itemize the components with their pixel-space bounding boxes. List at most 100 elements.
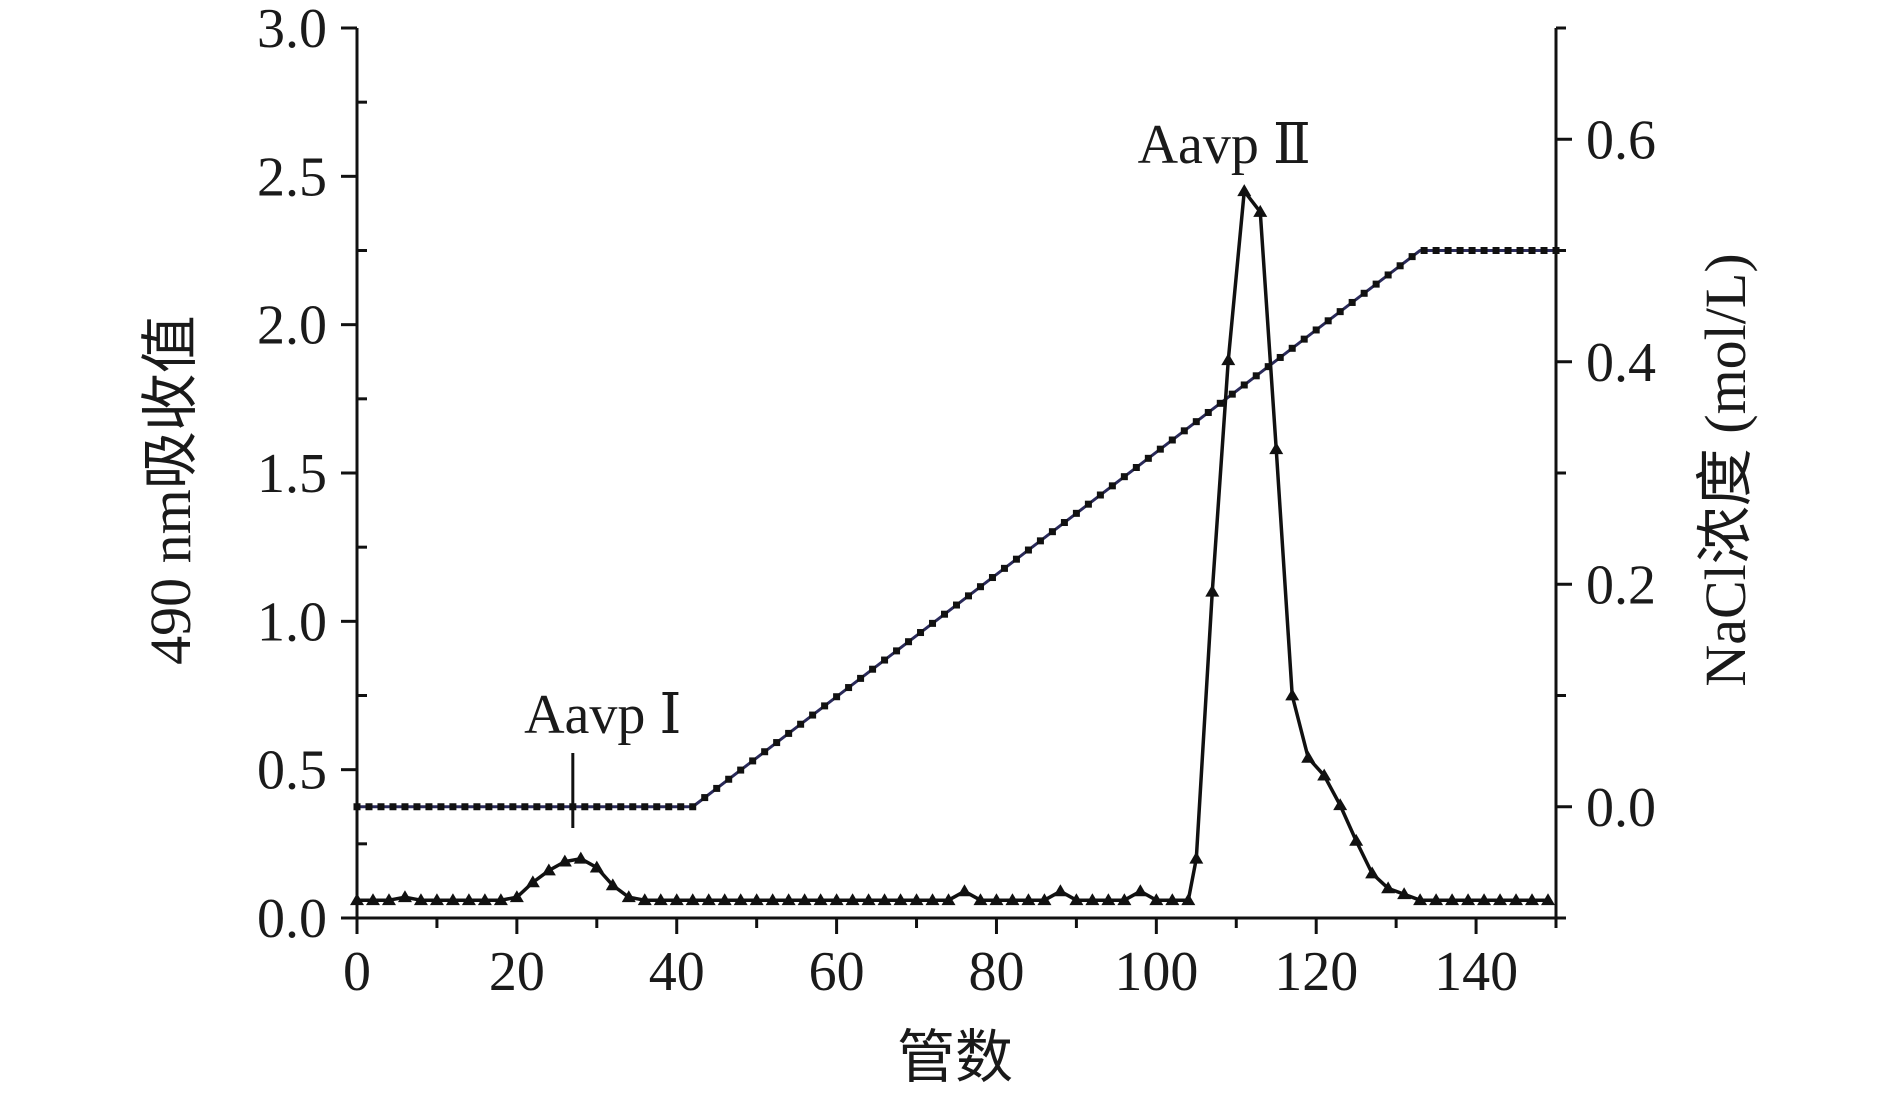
nacl-point <box>1492 247 1500 254</box>
nacl-point <box>1060 519 1068 527</box>
nacl-point <box>1384 271 1392 279</box>
absorbance-point <box>1205 584 1220 597</box>
nacl-point <box>533 803 541 811</box>
absorbance-point <box>1069 893 1084 906</box>
absorbance-point <box>957 884 972 897</box>
nacl-point <box>629 803 637 811</box>
absorbance-point <box>1349 833 1364 846</box>
absorbance-point <box>1365 866 1380 879</box>
nacl-point <box>1360 289 1368 297</box>
nacl-point <box>893 647 901 655</box>
x-tick-label: 0 <box>343 941 371 1003</box>
absorbance-point <box>589 860 604 873</box>
nacl-point <box>1300 335 1308 343</box>
absorbance-point <box>493 893 508 906</box>
nacl-point <box>1084 500 1092 508</box>
nacl-point <box>1480 247 1488 254</box>
nacl-point <box>1096 491 1104 499</box>
nacl-point <box>976 583 984 591</box>
nacl-point <box>821 702 829 710</box>
absorbance-point <box>733 893 748 906</box>
nacl-point <box>653 803 661 811</box>
nacl-point <box>1072 509 1080 517</box>
nacl-point <box>988 574 996 582</box>
nacl-point <box>1528 247 1536 254</box>
nacl-point <box>1288 344 1296 352</box>
absorbance-point <box>477 893 492 906</box>
nacl-point <box>605 803 613 811</box>
nacl-point <box>389 803 397 811</box>
absorbance-point <box>1397 887 1412 900</box>
nacl-point <box>497 803 505 811</box>
nacl-point <box>929 619 937 627</box>
x-tick-label: 120 <box>1274 941 1358 1003</box>
nacl-point <box>1276 353 1284 361</box>
absorbance-point <box>637 893 652 906</box>
nacl-point <box>1012 555 1020 563</box>
absorbance-point <box>1189 851 1204 864</box>
nacl-point <box>1324 317 1332 325</box>
absorbance-point <box>1541 893 1556 906</box>
x-tick-label: 100 <box>1114 941 1198 1003</box>
absorbance-point <box>1381 881 1396 894</box>
peak2-label: Aavp Ⅱ <box>1138 114 1311 176</box>
absorbance-point <box>1525 893 1540 906</box>
absorbance-point <box>941 893 956 906</box>
nacl-point <box>1132 463 1140 471</box>
nacl-point <box>1180 427 1188 435</box>
absorbance-series <box>350 184 1556 906</box>
absorbance-point <box>1253 204 1268 217</box>
nacl-point <box>1336 308 1344 316</box>
absorbance-point <box>1237 184 1252 197</box>
absorbance-point <box>1269 442 1284 455</box>
absorbance-point <box>669 893 684 906</box>
nacl-point <box>1264 363 1272 371</box>
absorbance-point <box>989 893 1004 906</box>
nacl-point <box>1504 247 1512 254</box>
absorbance-point <box>1181 893 1196 906</box>
absorbance-point <box>1221 353 1236 366</box>
absorbance-point <box>541 863 556 876</box>
nacl-point <box>1252 372 1260 380</box>
absorbance-point <box>1333 798 1348 811</box>
nacl-point <box>1312 326 1320 334</box>
absorbance-point <box>1149 893 1164 906</box>
nacl-point <box>461 803 469 811</box>
absorbance-line <box>357 189 1549 902</box>
nacl-point <box>557 803 565 811</box>
absorbance-point <box>350 893 364 906</box>
nacl-point <box>701 794 709 802</box>
nacl-point <box>1036 537 1044 545</box>
x-tick-label: 40 <box>649 941 705 1003</box>
absorbance-point <box>1493 893 1508 906</box>
nacl-point <box>1120 473 1128 481</box>
axes <box>355 28 1558 920</box>
nacl-point <box>941 610 949 618</box>
nacl-point <box>761 748 769 756</box>
nacl-point <box>1432 247 1440 254</box>
nacl-point <box>749 757 757 765</box>
absorbance-point <box>877 893 892 906</box>
absorbance-point <box>1021 893 1036 906</box>
nacl-point <box>1192 418 1200 426</box>
nacl-point <box>1516 247 1524 254</box>
nacl-point <box>737 766 745 774</box>
absorbance-point <box>1117 893 1132 906</box>
nacl-point <box>1396 262 1404 270</box>
nacl-point <box>545 803 553 811</box>
absorbance-point <box>781 893 796 906</box>
nacl-point <box>917 629 925 637</box>
absorbance-point <box>1317 768 1332 781</box>
y-tick-label: 2.5 <box>257 146 327 208</box>
nacl-point <box>449 803 457 811</box>
nacl-point <box>473 803 481 811</box>
nacl-point <box>1420 247 1428 254</box>
nacl-point <box>1372 280 1380 288</box>
y2-tick-label: 0.4 <box>1586 332 1656 394</box>
nacl-series <box>353 247 1560 811</box>
nacl-point <box>1348 298 1356 306</box>
x-axis-title: 管数 <box>897 1025 1013 1090</box>
y2-tick-label: 0.0 <box>1586 777 1656 839</box>
nacl-point <box>1540 247 1548 254</box>
